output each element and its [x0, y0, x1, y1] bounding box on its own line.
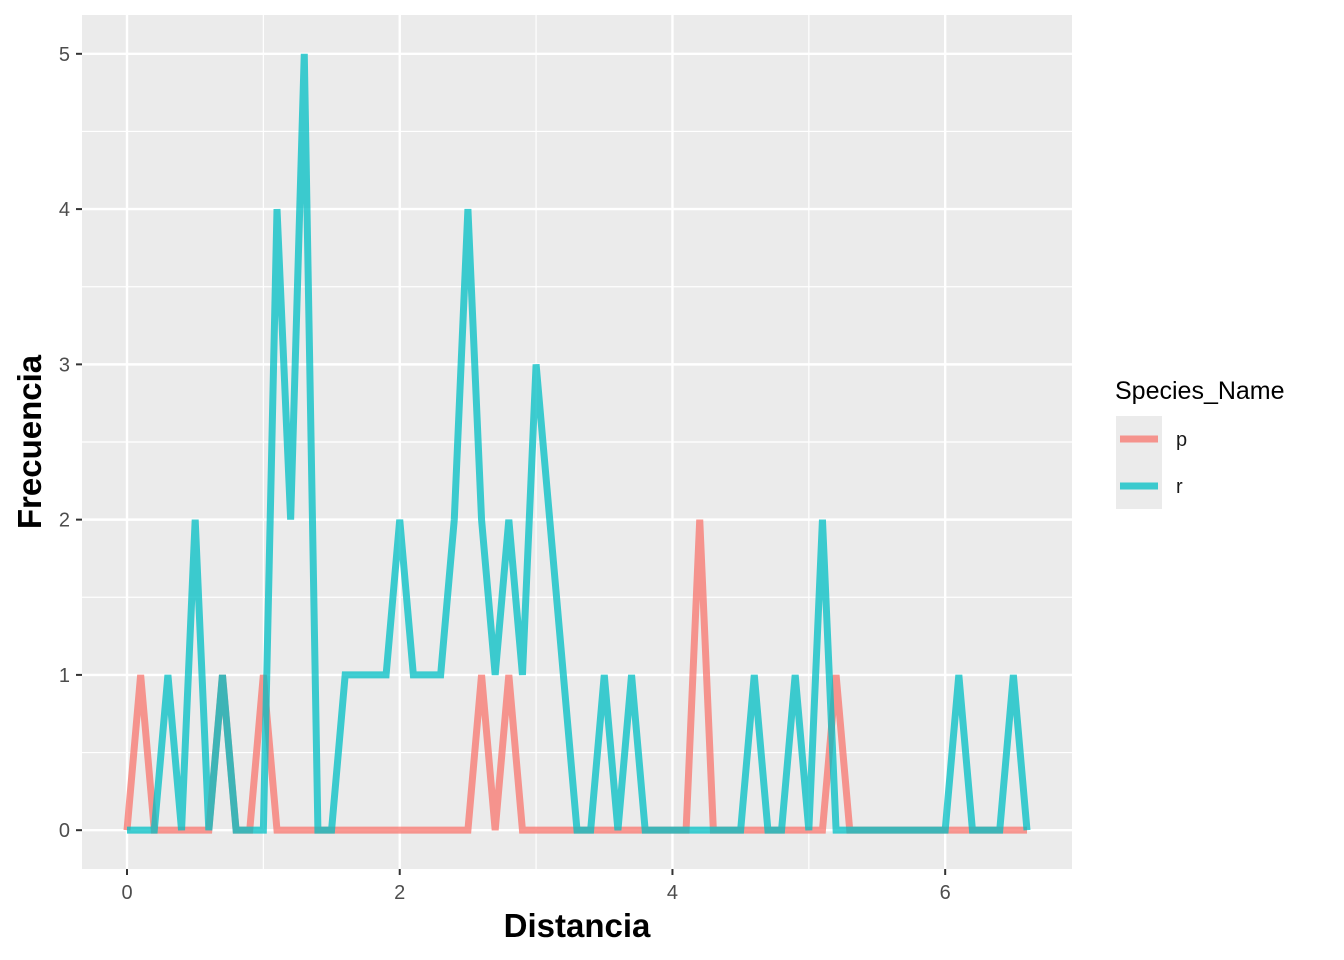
x-tick-label: 0	[121, 882, 132, 904]
legend-items: pr	[1120, 429, 1187, 498]
legend-label-r: r	[1176, 476, 1183, 498]
x-tick-label: 4	[667, 882, 678, 904]
y-tick-label: 5	[59, 44, 70, 66]
y-tick-label: 2	[59, 510, 70, 532]
legend-label-p: p	[1176, 429, 1187, 451]
y-tick-label: 3	[59, 354, 70, 376]
major-gridlines	[82, 15, 1072, 869]
y-axis-title: Frecuencia	[11, 354, 48, 529]
x-tick-label: 2	[394, 882, 405, 904]
x-tick-label: 6	[940, 882, 951, 904]
series-line-r	[127, 53, 1031, 834]
y-tick-label: 4	[59, 199, 70, 221]
legend-title: Species_Name	[1115, 377, 1285, 405]
x-axis-ticks: 0 2 4 6	[121, 869, 951, 904]
legend: Species_Name pr	[1115, 377, 1285, 509]
x-axis-title: Distancia	[504, 907, 651, 944]
legend-key-background	[1116, 416, 1162, 509]
y-axis-ticks: 0 1 2 3 4 5	[59, 44, 82, 842]
y-tick-label: 0	[59, 820, 70, 842]
series-lines	[123, 53, 1031, 834]
y-tick-label: 1	[59, 665, 70, 687]
